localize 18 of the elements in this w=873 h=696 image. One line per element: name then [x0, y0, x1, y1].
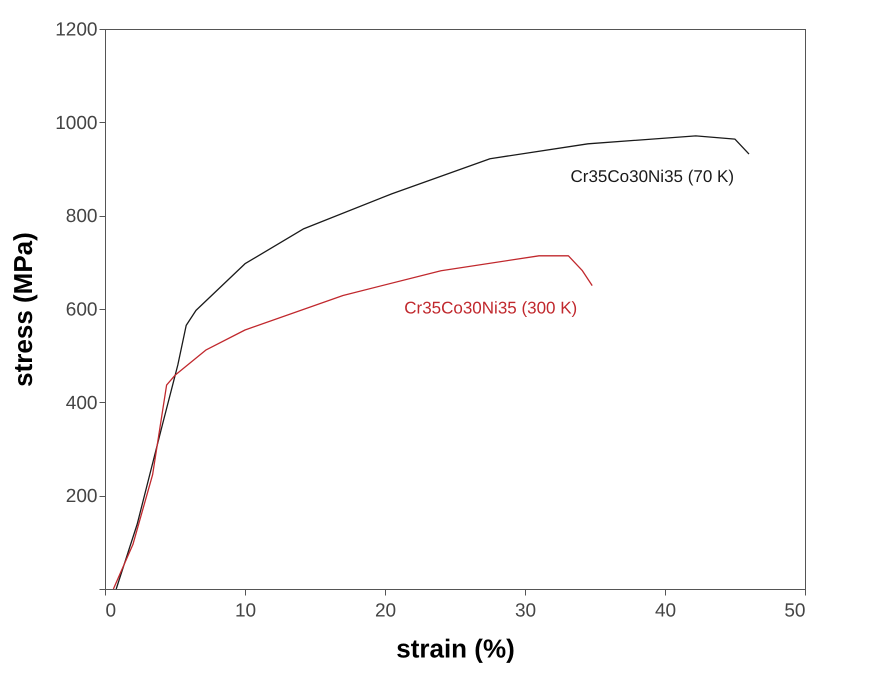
line-series [116, 135, 750, 590]
x-tick-label: 20 [374, 600, 396, 622]
x-axis-title: strain (%) [396, 634, 515, 664]
y-axis-title: stress (MPa) [8, 232, 38, 387]
x-tick-label: 50 [784, 600, 806, 622]
y-tick-label: 600 [66, 300, 98, 320]
x-tick-label: 30 [514, 600, 536, 622]
y-tick-label: 200 [66, 486, 98, 508]
y-tick-label: 1200 [55, 20, 98, 40]
line-series [112, 255, 593, 590]
y-tick-label: 800 [66, 206, 98, 228]
series-label: Cr35Co30Ni35 (70 K) [570, 167, 734, 186]
x-tick-label: 10 [234, 600, 256, 622]
series-label: Cr35Co30Ni35 (300 K) [404, 298, 578, 318]
x-tick-label: 0 [106, 600, 116, 622]
y-tick-label: 1000 [55, 112, 98, 134]
x-tick-label: 40 [654, 600, 676, 622]
y-tick-label: 400 [66, 392, 98, 414]
